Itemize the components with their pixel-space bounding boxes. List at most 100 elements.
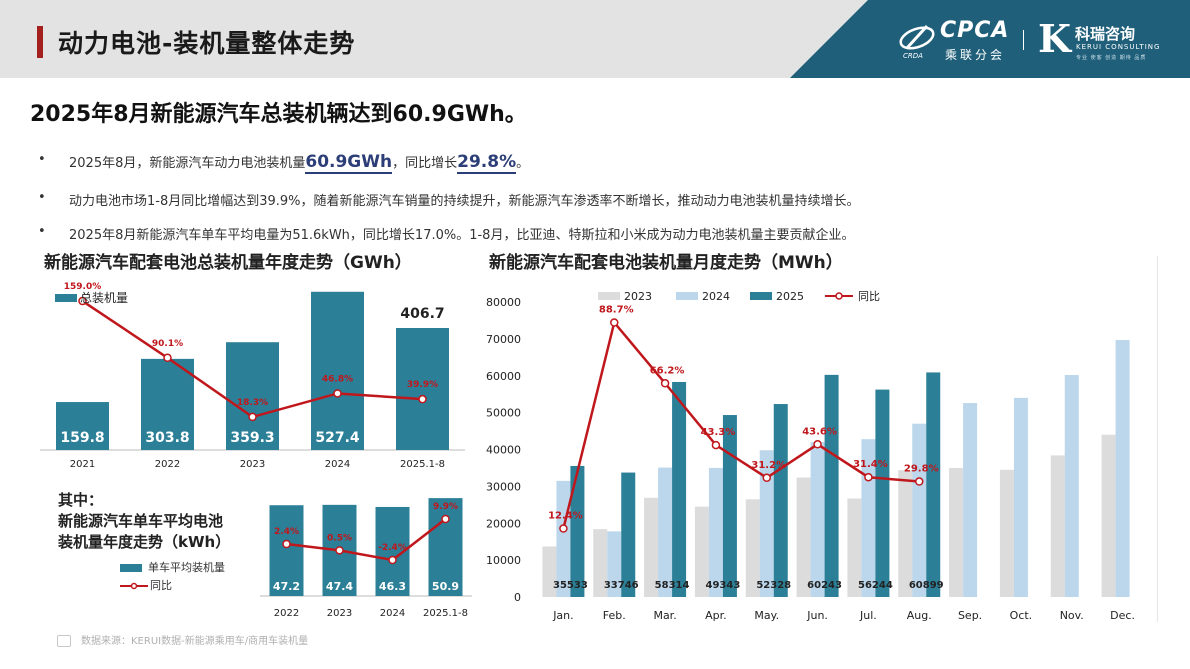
- bullet-dot: •: [38, 190, 46, 205]
- legend-swatch: [55, 294, 77, 302]
- title-accent-bar: [37, 26, 43, 58]
- growth-point: [864, 472, 873, 482]
- source-text: 数据来源：KERUI数据-新能源乘用车/商用车装机量: [81, 636, 309, 647]
- bar-2023: [1050, 455, 1065, 597]
- bar-2024: [1013, 397, 1028, 597]
- bar-value-label: 49343: [706, 580, 741, 591]
- bar-value-label: 52328: [756, 580, 791, 591]
- growth-point: [78, 296, 87, 306]
- growth-label: 39.9%: [407, 380, 438, 390]
- annual-chart-title: 新能源汽车配套电池总装机量年度走势（GWh）: [44, 253, 412, 273]
- bar: [428, 498, 463, 596]
- y-tick-label: 0: [514, 591, 521, 604]
- growth-point: [335, 546, 344, 555]
- bar-2024: [1064, 375, 1079, 597]
- bar-2025: [875, 389, 890, 597]
- growth-label: 88.7%: [599, 305, 634, 316]
- bar-value-label: 527.4: [315, 430, 360, 446]
- growth-label: 43.3%: [701, 427, 736, 438]
- bar-value-label: 56244: [858, 580, 893, 591]
- kerui-logo-slogan: 专业 使客 创造 期待 品质: [1076, 55, 1147, 61]
- logo-separator: [1023, 30, 1024, 50]
- growth-point: [813, 440, 822, 449]
- bar-value-label: 33746: [604, 580, 639, 591]
- bullet-2-text: 动力电池市场1-8月同比增幅达到39.9%，随着新能源汽车销量的持续提升，新能源…: [69, 194, 860, 209]
- cpca-logo-text: CPCA: [940, 18, 1010, 43]
- x-tick-label: 2023: [327, 608, 352, 619]
- growth-point: [163, 353, 172, 363]
- growth-point: [711, 440, 721, 450]
- legend-label: 总装机量: [80, 291, 128, 305]
- percar-legend-bar-label: 单车平均装机量: [148, 561, 225, 574]
- x-tick-label: 2021: [70, 459, 95, 470]
- x-tick-label: 2025.1-8: [400, 459, 445, 470]
- bar: [226, 342, 279, 450]
- growth-line: [562, 319, 920, 529]
- x-tick-label: 2022: [274, 608, 299, 619]
- growth-label: 43.6%: [802, 426, 837, 437]
- growth-point: [282, 539, 291, 549]
- legend-label: 2025: [776, 290, 804, 303]
- bullet-1-highlight-gwh: 60.9GWh: [305, 152, 393, 174]
- percar-legend-bar: 单车平均装机量: [120, 559, 225, 575]
- x-tick-label: Jun.: [806, 609, 828, 622]
- bar-2024: [658, 467, 673, 597]
- bar-2025: [824, 374, 839, 597]
- percar-legend-line: 同比: [120, 577, 172, 593]
- bar-2024: [912, 423, 927, 597]
- bullet-1-highlight-growth: 29.8%: [457, 152, 517, 174]
- bullet-1-mid: ，同比增长: [392, 156, 458, 171]
- bar-value-label: 159.8: [60, 430, 104, 446]
- x-tick-label: 2023: [240, 459, 265, 470]
- legend-swatch: [598, 292, 620, 300]
- bar-2024: [810, 442, 825, 597]
- bullet-1-post: 。: [516, 156, 530, 171]
- bar-2023: [847, 498, 862, 597]
- cpca-logo-subtext: 乘联分会: [945, 48, 1006, 62]
- bar-value-label: 406.7: [400, 306, 444, 322]
- growth-point: [762, 473, 771, 483]
- monthly-chart-title: 新能源汽车配套电池装机量月度走势（MWh）: [489, 253, 843, 273]
- source-icon: [57, 635, 71, 647]
- bar-2023: [999, 469, 1014, 597]
- bar-value-label: 46.3: [379, 580, 406, 593]
- logo-band: [790, 0, 1190, 78]
- y-tick-label: 80000: [486, 296, 521, 309]
- kerui-logo-en: KERUI CONSULTING: [1076, 43, 1161, 51]
- growth-line: [286, 518, 447, 562]
- x-tick-label: Aug.: [907, 609, 932, 622]
- bullet-dot: •: [38, 152, 46, 167]
- percar-title-line-2: 新能源汽车单车平均电池: [58, 512, 224, 530]
- percar-chart-title: 其中： 新能源汽车单车平均电池 装机量年度走势（kWh）: [58, 490, 230, 553]
- growth-label: 2.4%: [274, 527, 299, 537]
- growth-label: 0.5%: [327, 533, 352, 543]
- annual-chart: 159.8 2021 303.8 2022 359.3 2023 527.4 2024 406.…: [40, 282, 465, 470]
- growth-point: [418, 394, 427, 404]
- x-tick-label: Dec.: [1110, 609, 1135, 622]
- x-tick-label: 2022: [155, 459, 180, 470]
- bar-value-label: 47.2: [273, 580, 300, 593]
- bullet-1-pre: 2025年8月，新能源汽车动力电池装机量: [69, 156, 306, 171]
- bar-2024: [963, 403, 978, 597]
- x-tick-label: Jan.: [552, 609, 573, 622]
- bar: [56, 402, 109, 450]
- legend-label: 同比: [858, 290, 880, 303]
- x-tick-label: 2024: [325, 459, 350, 470]
- percar-chart: 47.2 2022 47.4 2023 46.3 2024 50.9 2025.1-8 2.4%…: [260, 498, 472, 619]
- bar-2025: [570, 465, 585, 597]
- cpca-icon-text: CRDA: [903, 52, 923, 60]
- monthly-chart: 0 10000 20000 30000 40000 50000 60000 70000 8000…: [486, 290, 1135, 622]
- growth-label: 31.4%: [853, 459, 888, 470]
- bar-2023: [1101, 434, 1116, 597]
- bar-2024: [759, 450, 774, 597]
- legend-swatch: [676, 292, 698, 300]
- growth-label: -2.4%: [378, 543, 407, 553]
- bar-2025: [722, 415, 737, 597]
- bar-2025: [926, 372, 941, 597]
- legend-label: 2024: [702, 290, 730, 303]
- bar-2023: [745, 499, 760, 597]
- growth-label: 9.9%: [433, 502, 458, 512]
- bar: [269, 505, 304, 596]
- page-title: 动力电池-装机量整体走势: [58, 29, 356, 58]
- bar: [396, 327, 449, 450]
